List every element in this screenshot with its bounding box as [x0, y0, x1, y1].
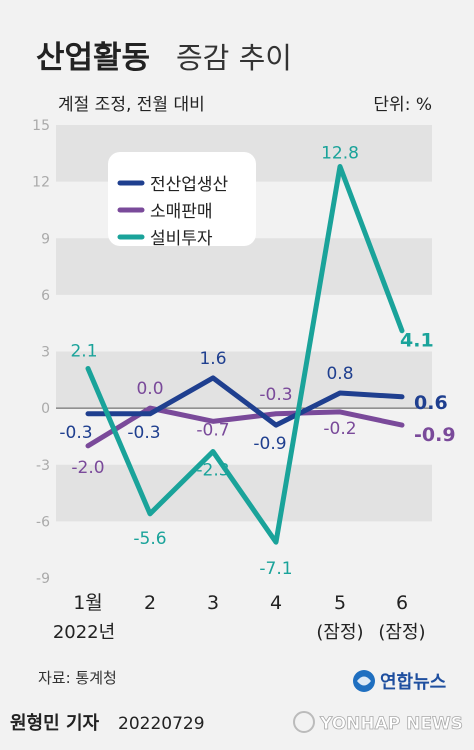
reporter-name: 원형민 기자 — [10, 713, 100, 734]
legend: 전산업생산 소매판매 설비투자 — [108, 152, 256, 249]
x-tick-label: 6 — [396, 592, 408, 614]
data-label: -0.9 — [414, 424, 456, 446]
legend-label-retail: 소매판매 — [150, 202, 213, 222]
data-label: -0.3 — [127, 423, 160, 443]
watermark: YONHAP NEWS — [293, 711, 463, 734]
legend-label-production: 전산업생산 — [150, 175, 229, 195]
publish-date: 20220729 — [118, 714, 205, 734]
x-axis-ticks: 1월 2022년 2 3 4 5 (잠정) 6 (잠정) — [53, 592, 426, 643]
yonhap-logo: 연합뉴스 — [353, 670, 446, 693]
watermark-icon — [293, 711, 315, 733]
y-tick-label: 12 — [32, 175, 50, 191]
y-tick-label: -3 — [36, 458, 50, 474]
data-label: 0.6 — [414, 392, 448, 414]
y-tick-label: 9 — [41, 231, 50, 247]
y-axis-ticks: 15 12 9 6 3 0 -3 -6 -9 — [32, 118, 50, 587]
x-tick-label: 2 — [144, 592, 156, 614]
x-tick-sublabel: (잠정) — [378, 622, 425, 643]
y-tick-label: 15 — [32, 118, 50, 134]
data-label: -0.7 — [196, 420, 229, 440]
y-tick-label: 0 — [41, 401, 50, 417]
x-tick-sublabel: 2022년 — [53, 622, 115, 643]
data-label: 12.8 — [321, 144, 359, 164]
data-label: -5.6 — [133, 529, 166, 549]
series-line-2 — [85, 164, 405, 545]
y-tick-label: -9 — [36, 571, 50, 587]
data-label: 0.8 — [326, 364, 353, 384]
brand-name: 연합뉴스 — [380, 671, 446, 693]
legend-box — [108, 152, 256, 246]
data-label: -0.2 — [323, 419, 356, 439]
x-tick-sublabel: (잠정) — [316, 622, 363, 643]
chart-title-regular: 증감 추이 — [176, 41, 292, 75]
x-tick-label: 4 — [270, 592, 282, 614]
watermark-text: YONHAP NEWS — [319, 714, 463, 734]
data-label: -0.9 — [253, 434, 286, 454]
data-label: 0.0 — [136, 379, 163, 399]
source-label: 자료: 통계청 — [38, 669, 117, 687]
data-label: 1.6 — [199, 349, 226, 369]
data-labels: -0.3 -0.3 1.6 -0.9 0.8 0.6 -2.0 0.0 -0.7 -0.3 -0.2… — [59, 144, 455, 580]
y-tick-label: 6 — [41, 288, 50, 304]
unit-label: 단위: % — [373, 95, 432, 115]
data-label: -2.3 — [196, 461, 229, 481]
data-label: 4.1 — [400, 330, 434, 352]
x-tick-label: 3 — [207, 592, 219, 614]
data-label: -0.3 — [59, 423, 92, 443]
data-label: 2.1 — [70, 341, 97, 361]
data-label: -0.3 — [259, 385, 292, 405]
y-tick-label: -6 — [36, 514, 50, 530]
series-line-0 — [85, 375, 405, 428]
chart-title-bold: 산업활동 — [36, 40, 150, 76]
series-lines — [85, 164, 405, 545]
x-tick-label: 5 — [334, 592, 346, 614]
y-tick-label: 3 — [41, 345, 50, 361]
chart-subtitle: 계절 조정, 전월 대비 — [58, 95, 205, 115]
x-tick-label: 1월 — [73, 592, 103, 614]
data-label: -7.1 — [259, 559, 292, 579]
data-label: -2.0 — [71, 458, 104, 478]
legend-label-investment: 설비투자 — [150, 229, 213, 249]
